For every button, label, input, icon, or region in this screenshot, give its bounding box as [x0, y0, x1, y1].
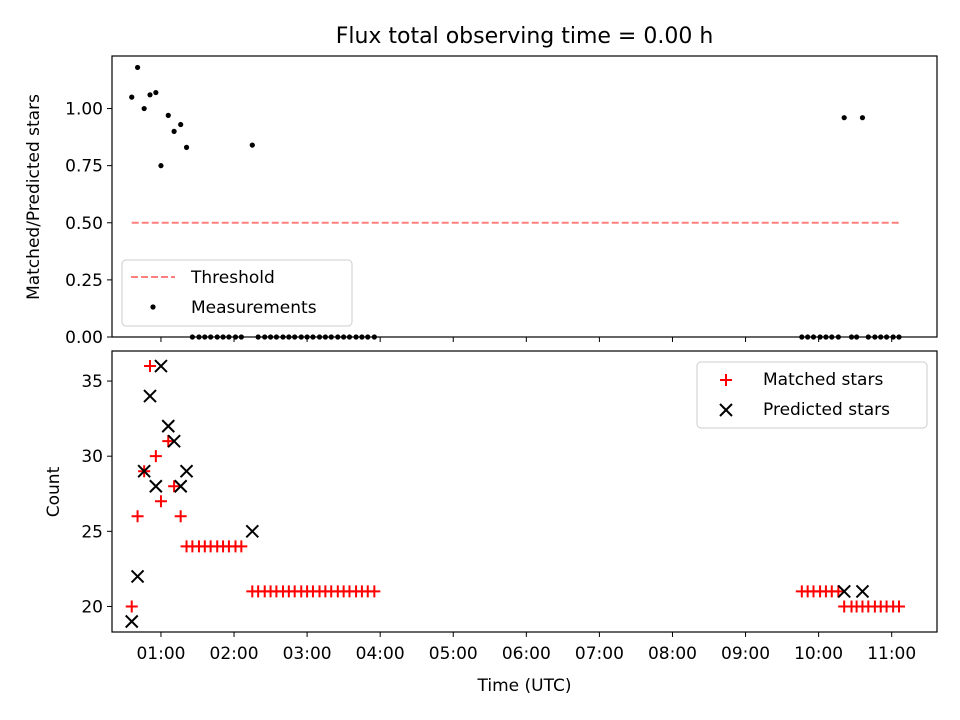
legend-matched-swatch	[720, 374, 732, 386]
top-y-tick-label: 0.25	[65, 271, 103, 291]
predicted-stars-point	[154, 359, 168, 373]
legend-measurements-swatch	[150, 304, 156, 310]
matched-stars-point	[168, 480, 181, 493]
bottom-x-tick-label: 06:00	[502, 644, 551, 664]
measurements-point	[158, 163, 164, 169]
top-y-tick-label: 0.00	[65, 328, 103, 348]
measurements-point	[841, 115, 847, 121]
predicted-stars-point	[137, 464, 151, 478]
legend-matched-label: Matched stars	[763, 370, 883, 390]
predicted-stars-point	[245, 524, 260, 539]
predicted-stars-point	[149, 479, 163, 493]
legend-predicted-label: Predicted stars	[763, 400, 890, 420]
measurements-point	[859, 115, 866, 121]
matched-stars-point	[235, 540, 248, 553]
bottom-axes-frame	[111, 350, 938, 633]
bottom-y-tick-label: 30	[81, 447, 103, 467]
top-panel: 0.00 0.25 0.50 0.75 1.00	[65, 55, 938, 348]
matched-stars-point	[832, 585, 845, 598]
bottom-y-tick-label: 20	[81, 597, 103, 617]
top-y-axis-label: Matched/Predicted stars	[24, 94, 44, 300]
measurements-point	[165, 112, 171, 118]
legend-threshold-label: Threshold	[190, 268, 275, 288]
bottom-x-tick-label: 11:00	[867, 644, 916, 664]
bottom-panel: 20 25 30 35 01:00 02:00 03:00 04:00 05:00 06:00 07…	[81, 350, 938, 664]
top-legend-box	[121, 259, 353, 327]
legend-measurements-label: Measurements	[191, 298, 317, 318]
top-axes-frame	[111, 55, 938, 338]
bottom-y-tick-label: 25	[81, 522, 103, 542]
bottom-x-tick-label: 10:00	[794, 644, 843, 664]
predicted-stars-point	[143, 389, 157, 403]
bottom-x-tick-label: 04:00	[356, 644, 405, 664]
x-axis-label: Time (UTC)	[477, 676, 572, 696]
chart-title: Flux total observing time = 0.00 h	[336, 24, 714, 49]
bottom-x-tick-label: 07:00	[575, 644, 624, 664]
matched-stars-point	[154, 495, 167, 508]
bottom-x-tick-label: 01:00	[136, 644, 185, 664]
matched-stars-point	[368, 585, 381, 598]
top-y-tick-label: 0.50	[65, 214, 103, 234]
predicted-stars-point	[173, 479, 188, 493]
bottom-x-tick-label: 08:00	[648, 644, 697, 664]
predicted-stars-point	[179, 464, 194, 478]
predicted-stars-point	[130, 569, 145, 584]
predicted-stars-point	[125, 614, 139, 629]
bottom-y-tick-label: 35	[81, 372, 103, 392]
measurements-point	[178, 121, 184, 128]
bottom-x-tick-label: 03:00	[283, 644, 332, 664]
measurements-point	[134, 64, 141, 71]
bottom-legend: Matched stars Predicted stars	[696, 361, 928, 429]
matched-stars-point	[131, 510, 144, 523]
matched-stars-point	[149, 450, 162, 463]
measurements-point	[153, 89, 159, 96]
matched-stars-point	[125, 600, 138, 613]
measurements-point	[183, 144, 190, 150]
legend-predicted-swatch	[719, 403, 733, 417]
top-legend: Threshold Measurements	[121, 259, 353, 327]
measurements-point	[171, 128, 177, 134]
measurements-point	[141, 105, 147, 112]
matched-stars-point	[143, 360, 156, 373]
bottom-x-tick-label: 05:00	[429, 644, 478, 664]
predicted-stars-point	[837, 584, 851, 599]
predicted-stars-point	[855, 584, 870, 599]
matched-stars-point	[162, 435, 175, 448]
measurements-point	[249, 142, 255, 148]
measurements-point	[129, 94, 135, 100]
top-y-tick-label: 0.75	[65, 157, 103, 177]
matched-stars-point	[893, 600, 906, 613]
predicted-stars-point	[161, 419, 175, 433]
top-y-tick-label: 1.00	[65, 100, 103, 120]
measurements-point	[147, 92, 153, 98]
bottom-y-axis-label: Count	[44, 466, 64, 517]
bottom-x-tick-label: 02:00	[210, 644, 259, 664]
bottom-legend-box	[696, 361, 928, 429]
matched-stars-point	[174, 510, 187, 523]
predicted-stars-point	[167, 434, 181, 448]
bottom-x-tick-label: 09:00	[721, 644, 770, 664]
